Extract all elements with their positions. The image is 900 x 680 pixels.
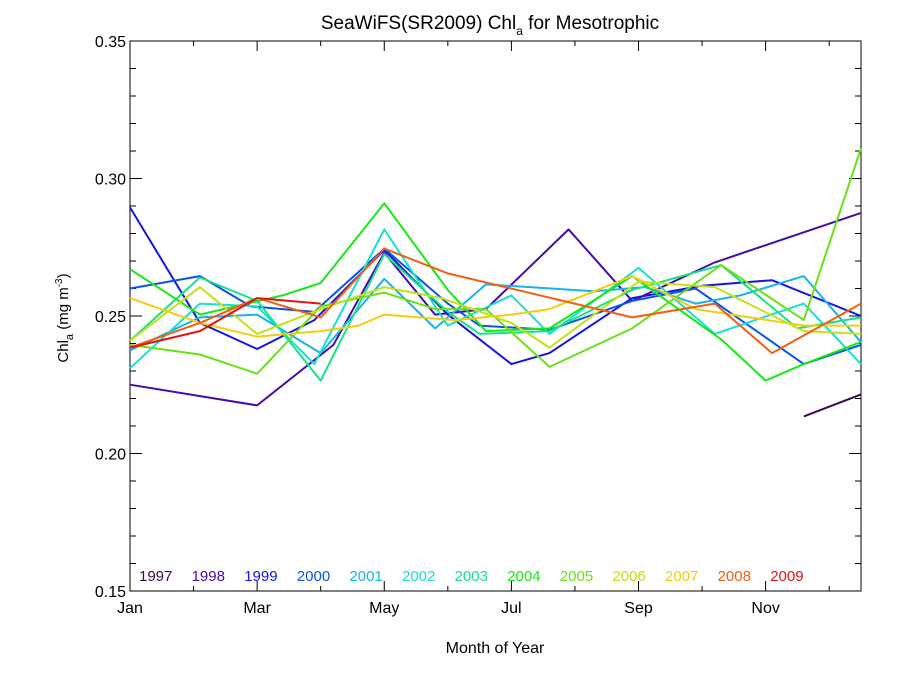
legend-item-2001: 2001 [349,568,382,585]
x-tick-label: Sep [624,600,653,617]
legend-item-1997: 1997 [139,568,172,585]
series-line-2001 [129,275,862,355]
legend-item-1998: 1998 [192,568,225,585]
y-tick-label: 0.25 [95,309,126,326]
chart-title-main: SeaWiFS(SR2009) Chl [321,13,516,34]
legend-item-1999: 1999 [244,568,277,585]
series-line-2005 [129,147,862,375]
legend-item-2003: 2003 [455,568,488,585]
series-line-2009 [129,297,321,349]
series-line-1999 [129,206,862,366]
y-axis-label-units: (mg m [55,287,72,334]
legend-item-2004: 2004 [507,568,540,585]
series-line-2004 [129,202,862,382]
series-line-1997 [803,393,862,418]
x-tick-label: Nov [751,600,779,617]
y-axis-label-sub: a [64,333,76,340]
chart-title: SeaWiFS(SR2009) Chla for Mesotrophic [321,13,659,38]
legend-item-2007: 2007 [665,568,698,585]
legend-item-2002: 2002 [402,568,435,585]
legend-item-2009: 2009 [770,568,803,585]
axes: Jan Mar May Jul Sep Nov 0.15 0.20 0.25 0.30 0.35 [95,34,861,617]
x-tick-label: Mar [243,600,271,617]
x-tick-label: Jul [501,600,521,617]
legend: 1997 1998 1999 2000 2001 2002 2003 2004 2005 2006… [139,568,804,585]
series-line-2003 [129,253,862,382]
x-tick-label: Jan [117,600,143,617]
svg-text:Chla (mg m-3): Chla (mg m-3) [54,273,76,362]
series-line-2007 [129,275,861,338]
series-lines [129,147,862,418]
chart-title-tail: for Mesotrophic [523,13,659,34]
y-tick-label: 0.35 [95,34,126,51]
legend-item-2008: 2008 [718,568,751,585]
y-axis-label-main: Chl [55,340,72,363]
x-tick-label: May [369,600,399,617]
series-line-2006 [129,280,862,349]
legend-item-2005: 2005 [560,568,593,585]
legend-item-2000: 2000 [297,568,330,585]
y-axis-label: Chla (mg m-3) [54,273,76,362]
y-axis-label-units-sup: -3 [54,278,65,287]
y-tick-label: 0.30 [95,172,126,189]
chart-title-sub: a [516,24,523,38]
series-line-2008 [129,247,862,355]
x-axis-label: Month of Year [446,640,545,657]
legend-item-2006: 2006 [612,568,645,585]
y-axis-label-units-close: ) [55,273,72,278]
y-tick-label: 0.15 [95,584,126,601]
y-tick-label: 0.20 [95,447,126,464]
series-line-2002 [129,228,862,369]
